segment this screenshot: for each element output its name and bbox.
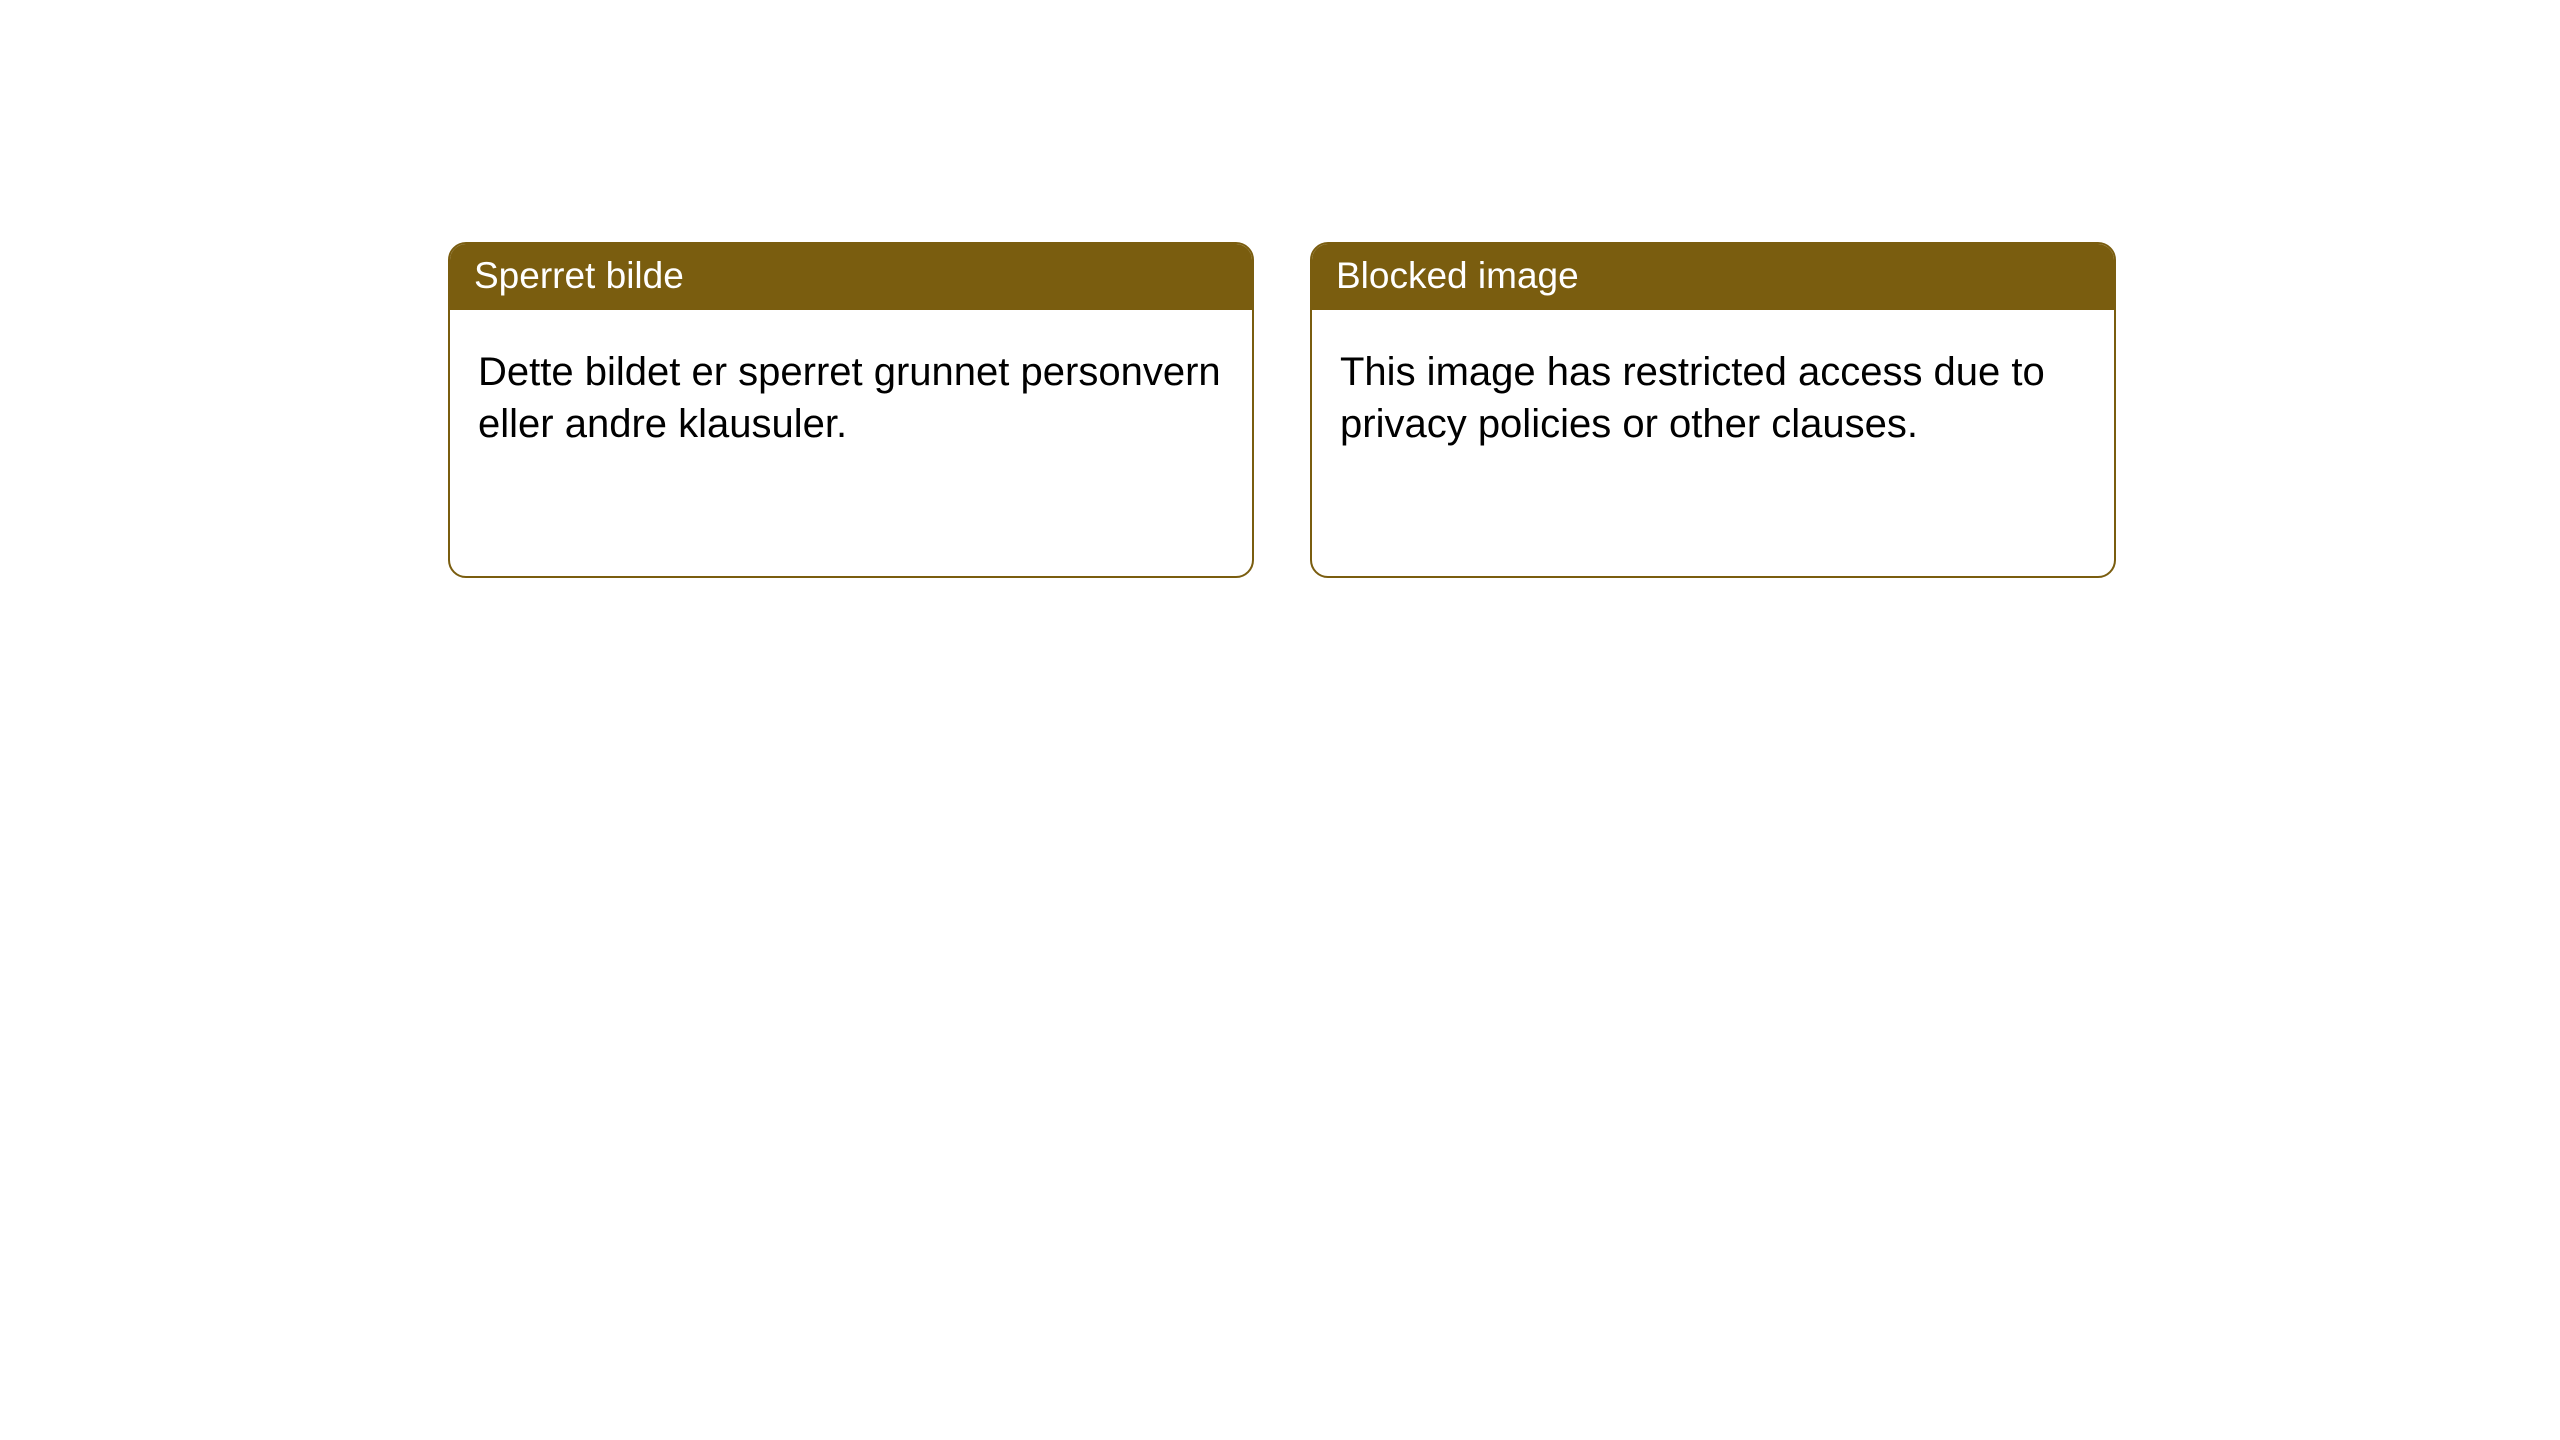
notice-body: This image has restricted access due to …: [1312, 310, 2114, 478]
notices-container: Sperret bilde Dette bildet er sperret gr…: [0, 0, 2560, 578]
notice-card-english: Blocked image This image has restricted …: [1310, 242, 2116, 578]
notice-header: Sperret bilde: [450, 244, 1252, 310]
notice-header: Blocked image: [1312, 244, 2114, 310]
notice-card-norwegian: Sperret bilde Dette bildet er sperret gr…: [448, 242, 1254, 578]
notice-body: Dette bildet er sperret grunnet personve…: [450, 310, 1252, 478]
